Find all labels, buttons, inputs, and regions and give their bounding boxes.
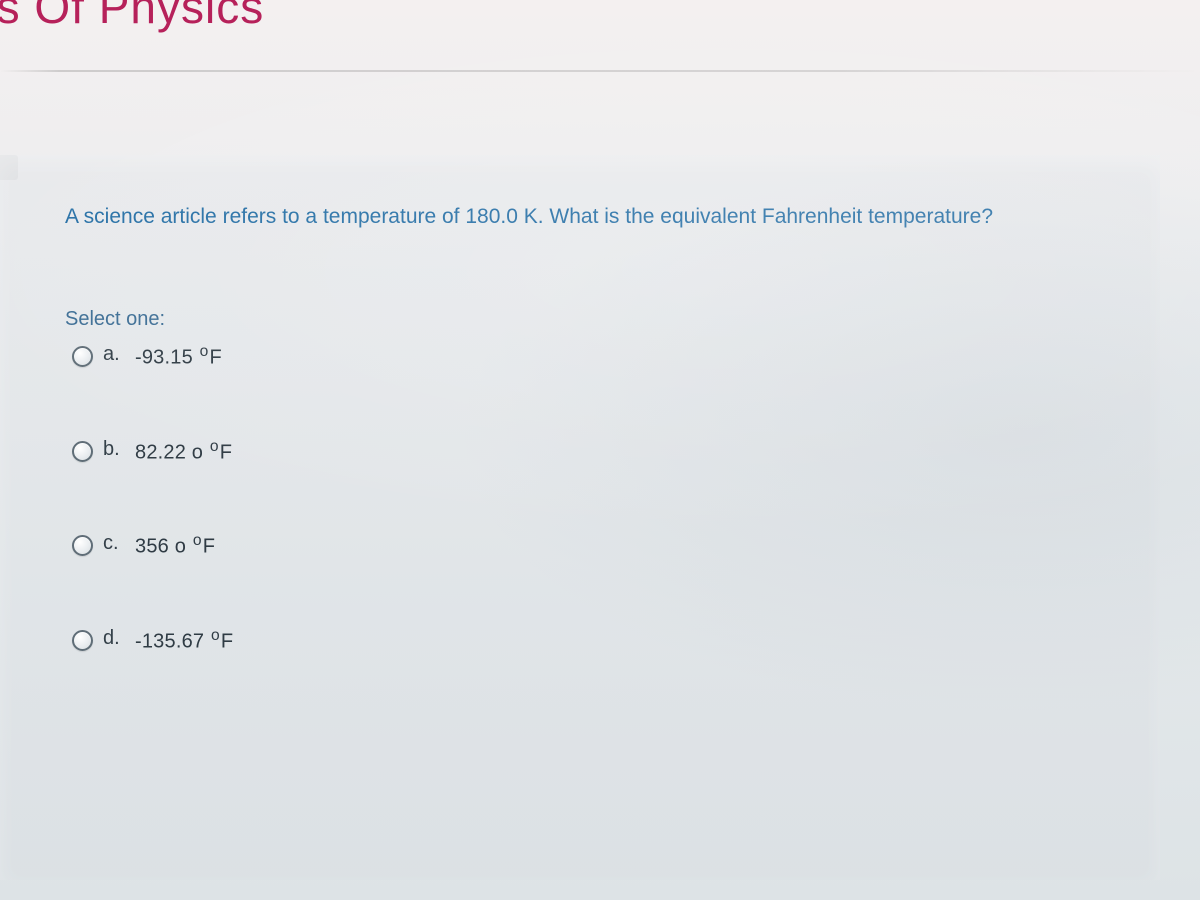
option-value: -135.67 oF — [135, 627, 233, 654]
degree-icon: o — [210, 438, 219, 455]
option-text: 356 o — [135, 536, 192, 558]
header-divider — [0, 70, 1200, 72]
radio-icon[interactable] — [72, 630, 93, 651]
option-value: -93.15 oF — [135, 343, 222, 370]
course-title: es Of Physics — [0, 0, 264, 34]
option-text: 82.22 o — [135, 441, 209, 463]
option-letter: a. — [103, 343, 133, 366]
option-value: 356 o oF — [135, 532, 215, 559]
question-card: A science article refers to a temperatur… — [0, 155, 1160, 880]
option-letter: c. — [103, 532, 133, 555]
question-prompt: A science article refers to a temperatur… — [65, 203, 1100, 230]
option-c[interactable]: c. 356 o oF — [72, 532, 1100, 559]
unit-text: F — [203, 536, 215, 558]
unit-text: F — [210, 347, 222, 369]
option-text: -135.67 — [135, 631, 210, 653]
radio-icon[interactable] — [72, 441, 93, 462]
degree-icon: o — [200, 343, 209, 360]
degree-icon: o — [193, 532, 202, 549]
unit-text: F — [221, 631, 233, 653]
option-letter: d. — [103, 627, 133, 650]
unit-text: F — [220, 441, 232, 463]
option-a[interactable]: a. -93.15 oF — [72, 343, 1100, 370]
select-one-label: Select one: — [65, 308, 165, 331]
quiz-page: es Of Physics A science article refers t… — [0, 0, 1200, 900]
radio-icon[interactable] — [72, 535, 93, 556]
degree-icon: o — [211, 627, 220, 644]
radio-icon[interactable] — [72, 346, 93, 367]
option-b[interactable]: b. 82.22 o oF — [72, 438, 1100, 465]
option-value: 82.22 o oF — [135, 438, 232, 465]
option-text: -93.15 — [135, 347, 199, 369]
option-d[interactable]: d. -135.67 oF — [72, 627, 1100, 654]
option-letter: b. — [103, 438, 133, 461]
answer-options: a. -93.15 oF b. 82.22 o oF c. 356 o oF — [72, 343, 1100, 722]
